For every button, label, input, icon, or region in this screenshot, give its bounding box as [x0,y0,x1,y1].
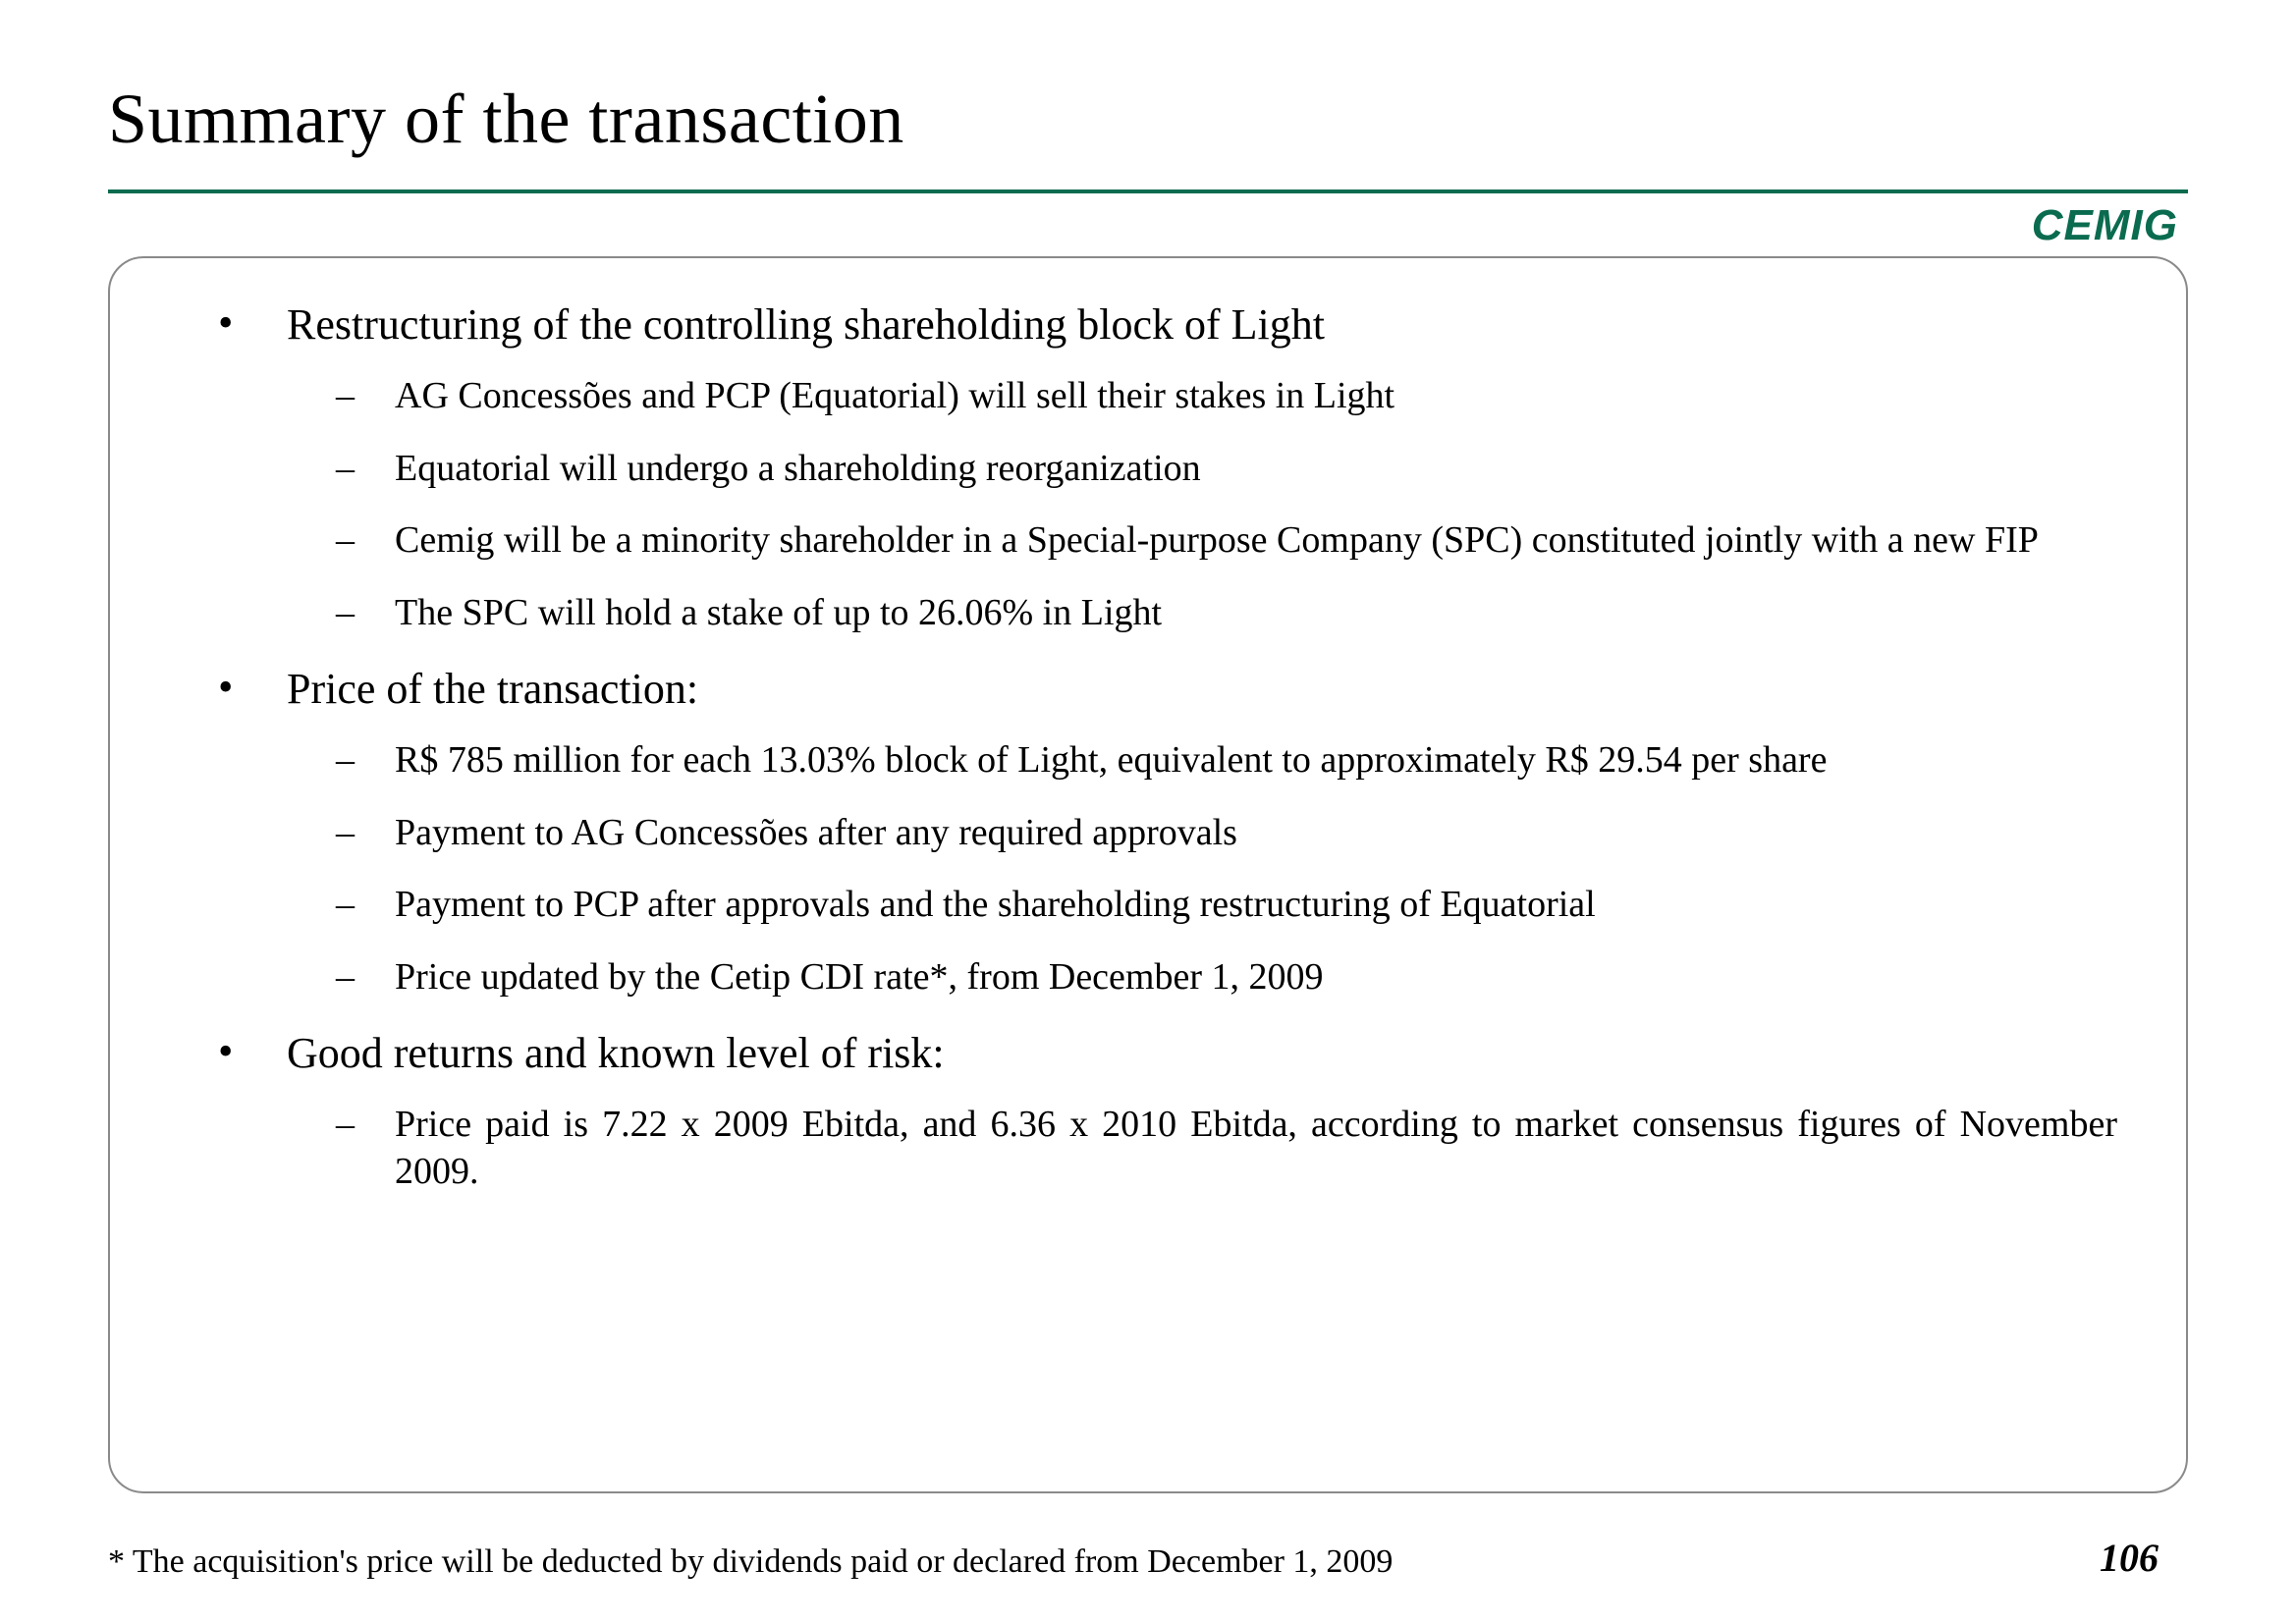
sub-bullet-item: Price paid is 7.22 x 2009 Ebitda, and 6.… [336,1102,2117,1195]
sub-bullet-item: AG Concessões and PCP (Equatorial) will … [336,373,2117,420]
bullet-text: Restructuring of the controlling shareho… [287,297,2117,351]
bullet-text: Good returns and known level of risk: [287,1026,2117,1080]
cemig-logo: CEMIG [2032,201,2178,250]
sub-bullet-list: R$ 785 million for each 13.03% block of … [287,737,2117,1000]
sub-bullet-list: Price paid is 7.22 x 2009 Ebitda, and 6.… [287,1102,2117,1195]
bullet-item: Good returns and known level of risk: Pr… [218,1026,2117,1195]
sub-bullet-item: The SPC will hold a stake of up to 26.06… [336,590,2117,637]
bullet-list: Restructuring of the controlling shareho… [179,297,2117,1195]
sub-bullet-item: Payment to AG Concessões after any requi… [336,810,2117,857]
sub-bullet-item: Payment to PCP after approvals and the s… [336,882,2117,929]
sub-bullet-item: R$ 785 million for each 13.03% block of … [336,737,2117,784]
logo-row: CEMIG [108,201,2188,250]
footer: * The acquisition's price will be deduct… [108,1535,2188,1581]
title-divider [108,189,2188,193]
sub-bullet-item: Price updated by the Cetip CDI rate*, fr… [336,954,2117,1001]
footnote-text: * The acquisition's price will be deduct… [108,1543,1393,1581]
bullet-item: Price of the transaction: R$ 785 million… [218,662,2117,1000]
bullet-text: Price of the transaction: [287,662,2117,716]
page-number: 106 [2100,1535,2188,1581]
content-box: Restructuring of the controlling shareho… [108,256,2188,1493]
slide: Summary of the transaction CEMIG Restruc… [0,0,2296,1622]
sub-bullet-item: Equatorial will undergo a shareholding r… [336,446,2117,493]
sub-bullet-list: AG Concessões and PCP (Equatorial) will … [287,373,2117,636]
slide-title: Summary of the transaction [108,79,2188,160]
sub-bullet-item: Cemig will be a minority shareholder in … [336,517,2117,565]
bullet-item: Restructuring of the controlling shareho… [218,297,2117,636]
